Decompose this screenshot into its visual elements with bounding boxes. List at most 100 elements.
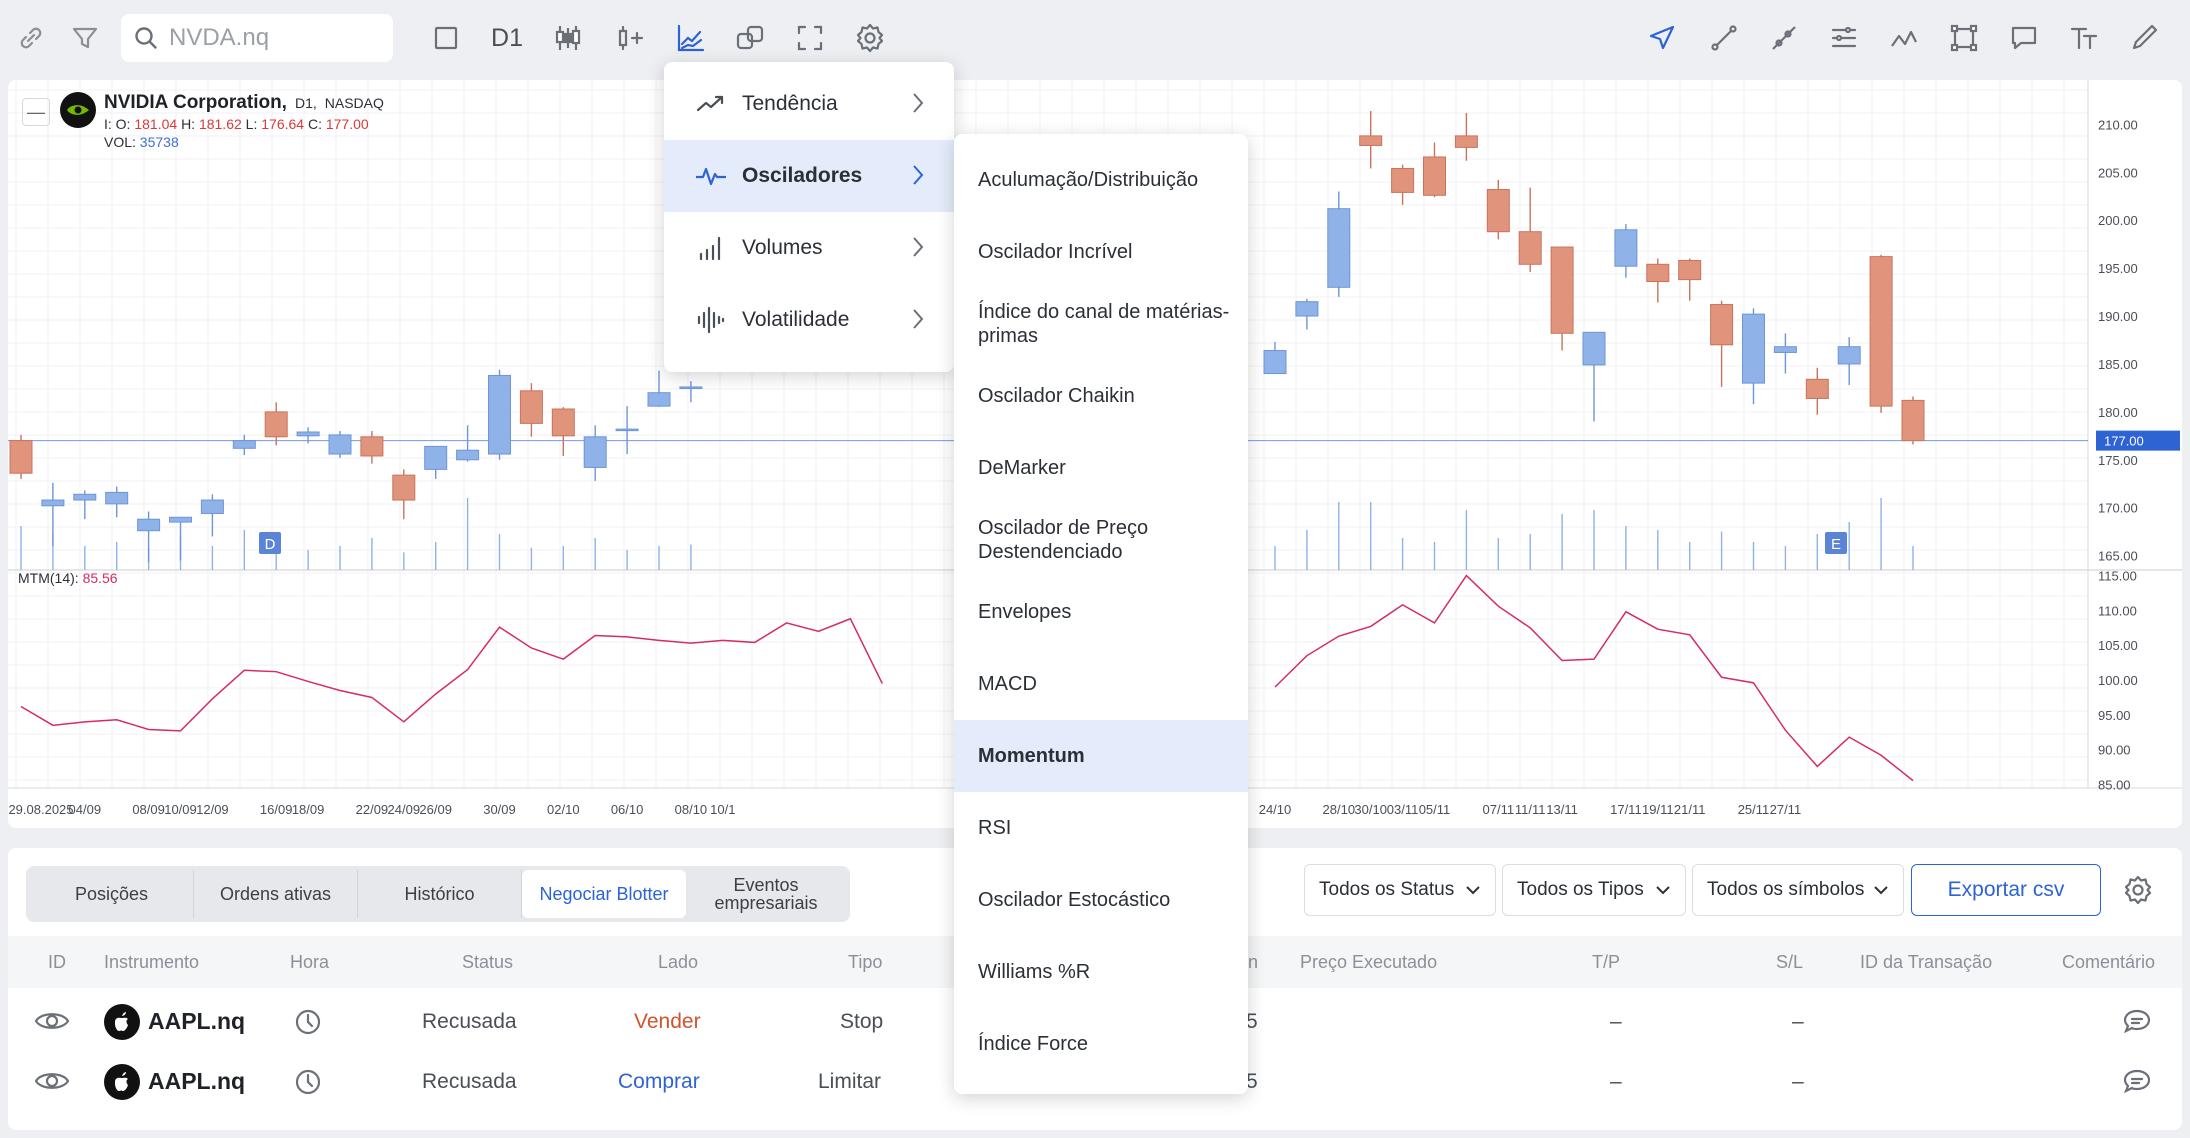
candle-down	[9, 434, 33, 479]
symbol-search-input[interactable]	[169, 24, 389, 52]
candle-up	[1614, 224, 1638, 278]
candle-body	[105, 491, 129, 505]
chart-timeframe: D1,	[294, 95, 317, 111]
menu-item-force-index[interactable]: Índice Force	[978, 1033, 1089, 1055]
col-partial[interactable]: n	[1248, 952, 1259, 972]
filter-icon[interactable]	[63, 16, 107, 60]
company-name: NVIDIA Corporation,	[104, 92, 287, 113]
candle-body	[519, 390, 543, 424]
timeframe-button[interactable]: D1	[482, 16, 532, 60]
col-executed-price[interactable]: Preço Executado	[1300, 952, 1438, 972]
menu-item-detrended-price-oscillator[interactable]: Oscilador de Preço Destendenciado	[978, 517, 1149, 563]
compare-icon[interactable]	[728, 16, 772, 60]
fibonacci-icon[interactable]	[1822, 16, 1866, 60]
comment-icon[interactable]	[2122, 1068, 2152, 1096]
ray-icon[interactable]	[1762, 16, 1806, 60]
apple-icon	[115, 1012, 128, 1031]
clock-icon[interactable]	[294, 1008, 322, 1036]
cursor-arrow-icon[interactable]	[1640, 16, 1684, 60]
candle-body	[1486, 189, 1510, 233]
menu-item-commodity-channel-index[interactable]: Índice do canal de matérias-primas	[978, 301, 1230, 347]
tab-corporate-events[interactable]: Eventos empresariais	[714, 875, 818, 913]
add-indicator-icon[interactable]	[608, 16, 652, 60]
col-time[interactable]: Hora	[290, 952, 330, 972]
menu-item-envelopes[interactable]: Envelopes	[978, 601, 1072, 623]
menu-item-rsi[interactable]: RSI	[978, 817, 1012, 839]
candle-body	[1901, 399, 1925, 442]
time-tick-label: 13/11	[1546, 802, 1578, 817]
blotter-settings-button[interactable]	[2116, 868, 2160, 912]
candle-up	[1263, 341, 1287, 375]
indicators-icon[interactable]	[668, 16, 712, 60]
eye-icon[interactable]	[34, 1008, 70, 1034]
comment-icon[interactable]	[2002, 16, 2046, 60]
tab-active-orders[interactable]: Ordens ativas	[194, 870, 358, 918]
symbol-filter[interactable]: Todos os símbolos	[1692, 864, 1904, 916]
pattern-icon[interactable]	[1882, 16, 1926, 60]
chevron-down-icon	[1874, 886, 1888, 895]
col-id[interactable]: ID	[48, 952, 66, 972]
candle-up	[488, 369, 511, 460]
indicator-legend: MTM(14): 85.56	[18, 570, 118, 586]
col-comment[interactable]: Comentário	[2062, 952, 2156, 972]
menu-item-momentum[interactable]: Momentum	[954, 720, 1248, 792]
time-tick-label: 10/09	[164, 802, 197, 817]
symbol-search[interactable]	[121, 14, 393, 62]
row-status: Recusada	[422, 1070, 517, 1093]
status-filter[interactable]: Todos os Status	[1304, 864, 1496, 916]
eye-icon[interactable]	[34, 1068, 70, 1094]
candlestick-icon[interactable]	[546, 16, 590, 60]
candle-body	[1710, 304, 1734, 346]
event-marker-box	[1825, 532, 1847, 554]
momentum-tick-label: 105.00	[2098, 638, 2138, 653]
export-csv-button[interactable]: Exportar csv	[1911, 864, 2101, 916]
collapse-legend-button[interactable]: —	[22, 98, 50, 126]
menu-item-oscillators[interactable]: Osciladores	[664, 140, 954, 212]
col-status[interactable]: Status	[462, 952, 514, 972]
tab-positions[interactable]: Posições	[30, 870, 194, 918]
comment-icon[interactable]	[2122, 1008, 2152, 1036]
candle-body	[488, 374, 511, 455]
col-tp[interactable]: T/P	[1592, 952, 1621, 972]
brush-icon[interactable]	[2122, 16, 2166, 60]
menu-item-volumes[interactable]: Volumes	[664, 212, 954, 284]
fullscreen-icon[interactable]	[788, 16, 832, 60]
status-filter-label: Todos os Status	[1319, 879, 1455, 900]
rectangle-layout-icon[interactable]	[424, 16, 468, 60]
clock-icon[interactable]	[294, 1068, 322, 1096]
link-icon[interactable]	[9, 16, 53, 60]
col-side[interactable]: Lado	[658, 952, 699, 972]
col-type[interactable]: Tipo	[848, 952, 883, 972]
menu-item-stochastic-oscillator[interactable]: Oscilador Estocástico	[978, 889, 1171, 911]
menu-item-demarker[interactable]: DeMarker	[978, 457, 1066, 479]
shape-icon[interactable]	[1942, 16, 1986, 60]
time-tick-label: 17/11	[1610, 802, 1642, 817]
col-transaction-id[interactable]: ID da Transação	[1860, 952, 1993, 972]
tab-trade-blotter[interactable]: Negociar Blotter	[522, 870, 686, 918]
candle-down	[1710, 300, 1734, 387]
menu-item-macd[interactable]: MACD	[978, 673, 1037, 695]
type-filter[interactable]: Todos os Tipos	[1502, 864, 1686, 916]
text-tool-icon[interactable]	[2062, 16, 2106, 60]
col-sl[interactable]: S/L	[1776, 952, 1804, 972]
col-instrument[interactable]: Instrumento	[104, 952, 200, 972]
menu-item-trend[interactable]: Tendência	[664, 68, 954, 140]
type-filter-label: Todos os Tipos	[1517, 879, 1644, 900]
menu-item-accumulation-distribution[interactable]: Aculumação/Distribuição	[978, 169, 1199, 191]
menu-item-awesome-oscillator[interactable]: Oscilador Incrível	[978, 241, 1133, 263]
price-tick-label: 180.00	[2098, 405, 2138, 420]
candle-up	[232, 434, 256, 455]
symbol-filter-label: Todos os símbolos	[1707, 879, 1865, 900]
trend-line-icon[interactable]	[1702, 16, 1746, 60]
menu-item-williams-r[interactable]: Williams %R	[978, 961, 1091, 983]
menu-item-volatility[interactable]: Volatilidade	[664, 284, 954, 356]
candle-up	[1837, 337, 1861, 386]
settings-icon[interactable]	[848, 16, 892, 60]
candle-body	[169, 516, 192, 523]
menu-item-chaikin-oscillator[interactable]: Oscilador Chaikin	[978, 385, 1135, 407]
tab-history[interactable]: Histórico	[358, 870, 522, 918]
event-marker: E	[1825, 532, 1847, 554]
oscillators-submenu: Aculumação/Distribuição Oscilador Incrív…	[954, 134, 1248, 1094]
current-price-tag	[2096, 430, 2180, 451]
time-tick-label: 28/10	[1323, 802, 1356, 817]
